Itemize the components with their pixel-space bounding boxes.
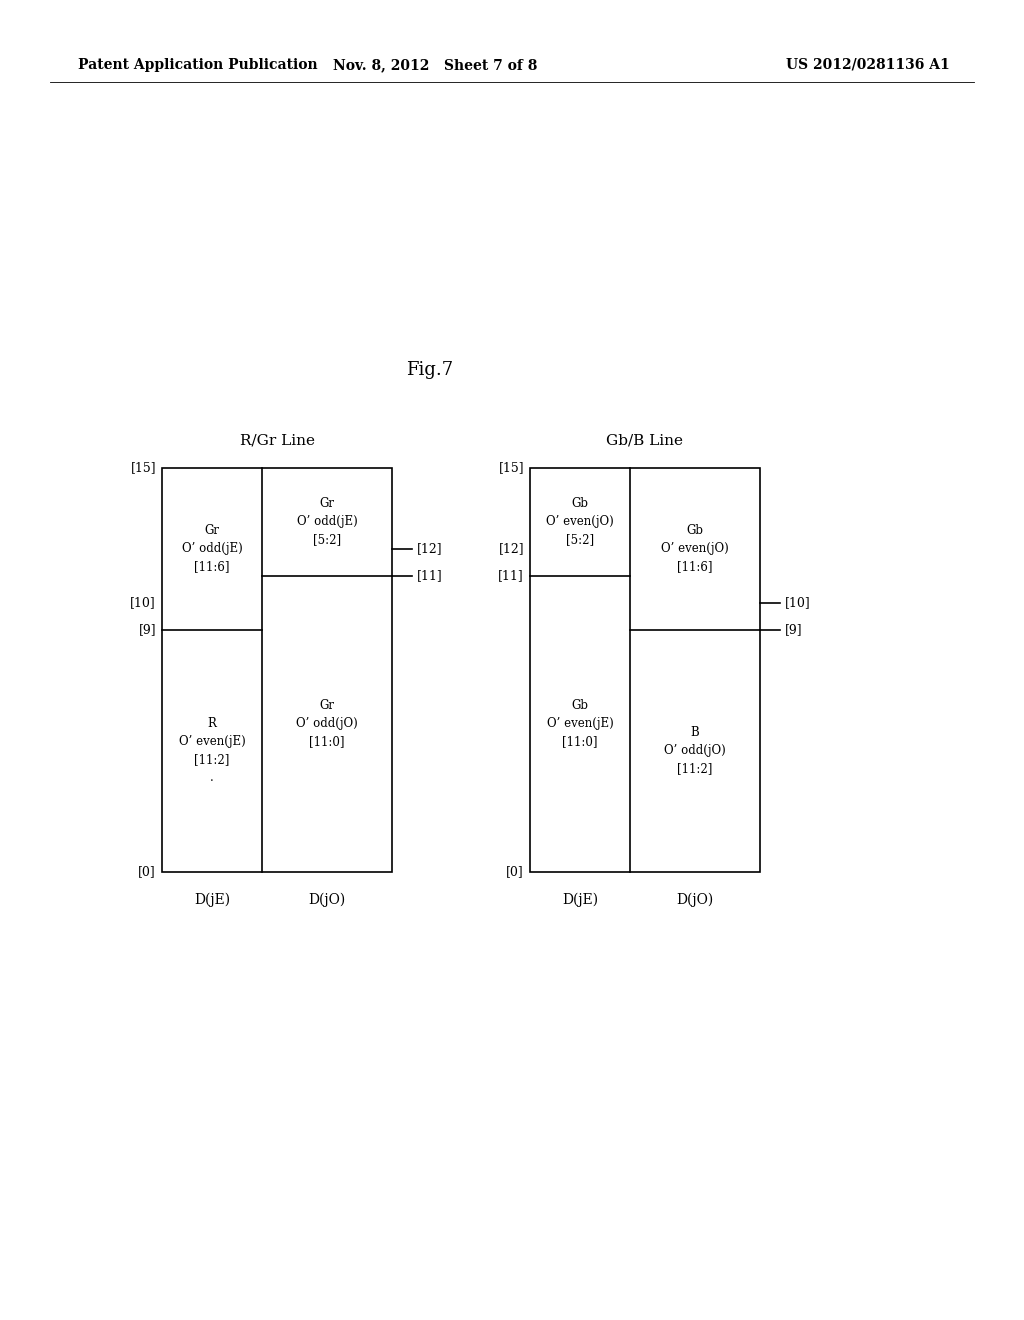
Text: [0]: [0] [506, 866, 524, 879]
Text: D(jO): D(jO) [677, 892, 714, 907]
Text: Gb
O’ even(jO)
[11:6]: Gb O’ even(jO) [11:6] [662, 524, 729, 573]
Text: D(jO): D(jO) [308, 892, 346, 907]
Text: Nov. 8, 2012   Sheet 7 of 8: Nov. 8, 2012 Sheet 7 of 8 [333, 58, 538, 73]
Text: [11]: [11] [499, 569, 524, 582]
Text: [10]: [10] [130, 597, 156, 609]
Text: [12]: [12] [417, 543, 442, 556]
Text: Gr
O’ odd(jE)
[11:6]: Gr O’ odd(jE) [11:6] [181, 524, 243, 573]
Text: D(jE): D(jE) [194, 892, 230, 907]
Text: [11]: [11] [417, 569, 442, 582]
Text: [15]: [15] [130, 462, 156, 474]
Text: Gb
O’ even(jE)
[11:0]: Gb O’ even(jE) [11:0] [547, 700, 613, 748]
Text: R/Gr Line: R/Gr Line [240, 433, 314, 447]
Text: [0]: [0] [138, 866, 156, 879]
Text: Gb/B Line: Gb/B Line [606, 433, 683, 447]
Text: R
O’ even(jE)
[11:2]
.: R O’ even(jE) [11:2] . [178, 717, 246, 784]
Bar [530, 469, 760, 873]
Bar [162, 469, 392, 873]
Text: Patent Application Publication: Patent Application Publication [78, 58, 317, 73]
Text: [9]: [9] [138, 623, 156, 636]
Text: Gb
O’ even(jO)
[5:2]: Gb O’ even(jO) [5:2] [546, 498, 613, 546]
Text: [10]: [10] [785, 597, 811, 609]
Text: [9]: [9] [785, 623, 803, 636]
Text: [15]: [15] [499, 462, 524, 474]
Text: [12]: [12] [499, 543, 524, 556]
Text: B
O’ odd(jO)
[11:2]: B O’ odd(jO) [11:2] [665, 726, 726, 775]
Text: Gr
O’ odd(jO)
[11:0]: Gr O’ odd(jO) [11:0] [296, 700, 357, 748]
Text: Gr
O’ odd(jE)
[5:2]: Gr O’ odd(jE) [5:2] [297, 498, 357, 546]
Text: D(jE): D(jE) [562, 892, 598, 907]
Text: US 2012/0281136 A1: US 2012/0281136 A1 [786, 58, 950, 73]
Text: Fig.7: Fig.7 [407, 360, 454, 379]
